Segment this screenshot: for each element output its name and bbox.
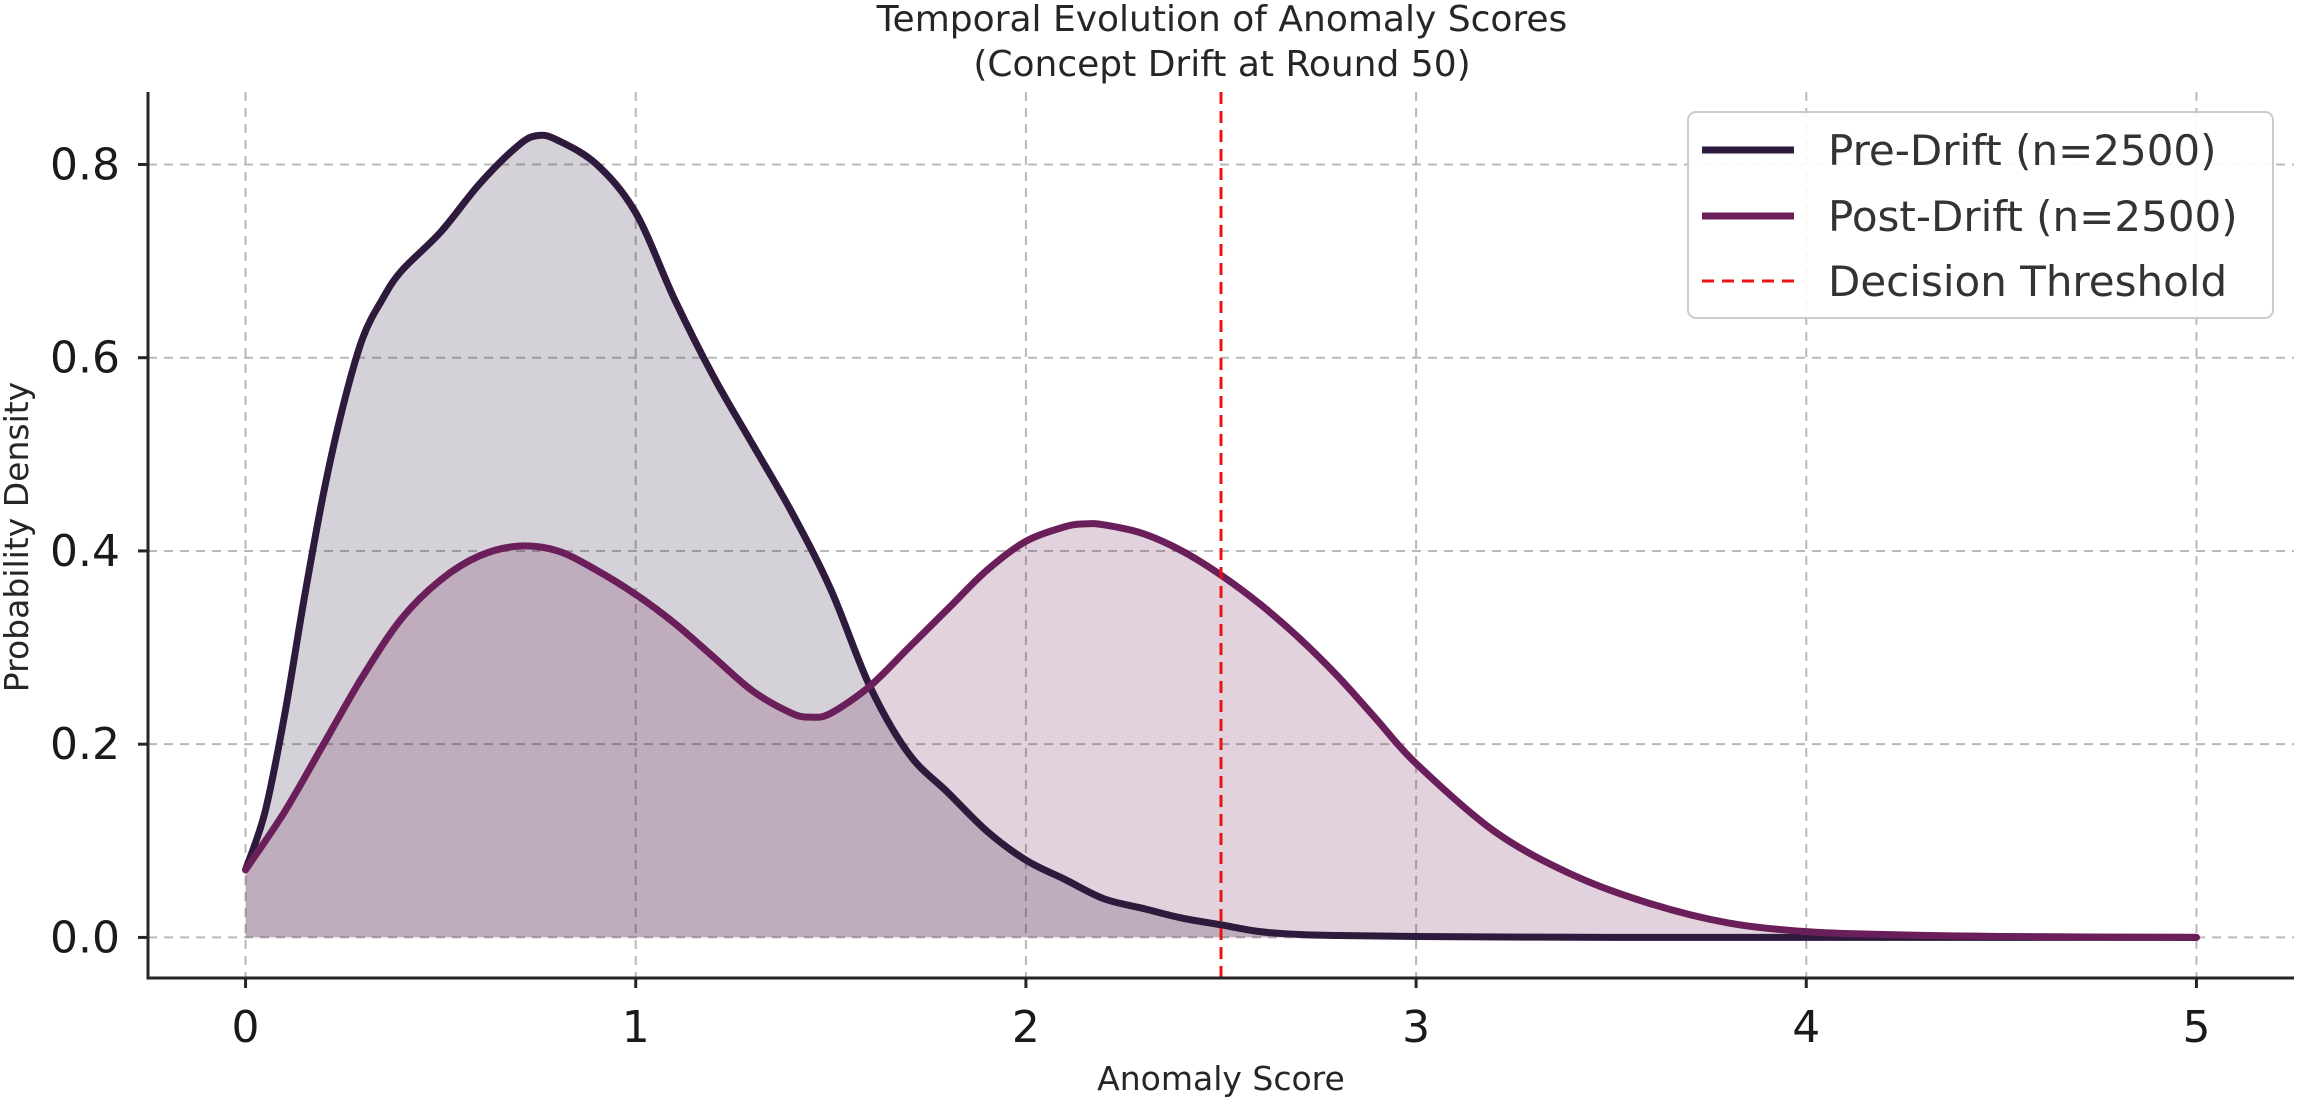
legend-label-post-drift: Post-Drift (n=2500) [1828, 192, 2238, 241]
x-axis-label: Anomaly Score [1097, 1059, 1345, 1098]
x-tick-label-5: 5 [2182, 1002, 2210, 1053]
y-tick-label-0: 0.0 [50, 912, 120, 963]
chart-subtitle: (Concept Drift at Round 50) [973, 44, 1470, 85]
chart-title: Temporal Evolution of Anomaly Scores [876, 0, 1568, 40]
x-tick-label-3: 3 [1402, 1002, 1430, 1053]
area-pre-drift [245, 135, 2197, 938]
x-tick-label-4: 4 [1792, 1002, 1820, 1053]
y-tick-label-1: 0.2 [50, 719, 120, 770]
legend-label-pre-drift: Pre-Drift (n=2500) [1828, 126, 2217, 175]
y-axis-label: Probability Density [0, 382, 36, 692]
y-tick-label-3: 0.6 [50, 333, 120, 384]
legend: Pre-Drift (n=2500) Post-Drift (n=2500) D… [1687, 111, 2274, 319]
legend-box [1687, 111, 2274, 319]
y-tick-label-4: 0.8 [50, 139, 120, 190]
y-tick-label-2: 0.4 [50, 526, 120, 577]
y-ticks: 0.0 0.2 0.4 0.6 0.8 [50, 139, 148, 963]
line-pre-drift [242, 131, 2200, 941]
x-ticks: 0 1 2 3 4 5 [232, 978, 2210, 1053]
x-tick-label-2: 2 [1012, 1002, 1040, 1053]
x-tick-label-1: 1 [622, 1002, 650, 1053]
line-post-drift [242, 520, 2200, 941]
axis-spines [146, 92, 2294, 980]
density-lines [242, 131, 2200, 941]
x-tick-label-0: 0 [232, 1002, 260, 1053]
legend-label-threshold: Decision Threshold [1828, 257, 2227, 306]
